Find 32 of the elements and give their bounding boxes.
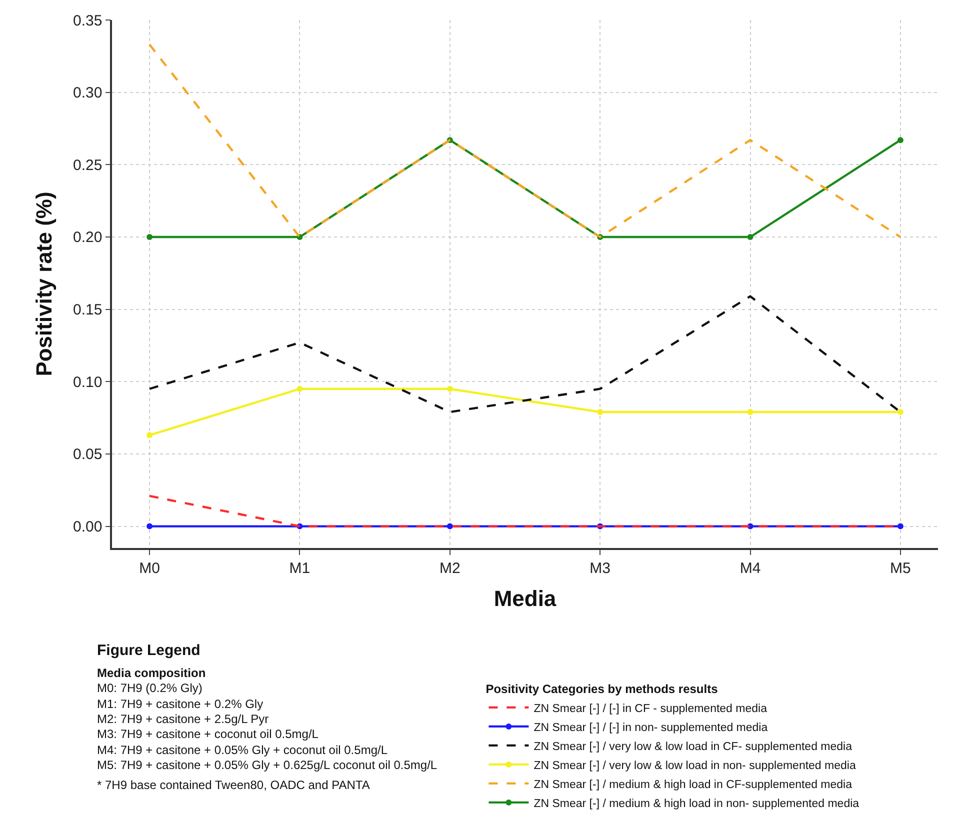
x-tick-label: M0 — [139, 560, 160, 577]
text: M2: 7H9 + casitone + 2.5g/L Pyr — [97, 712, 269, 726]
legend-label: ZN Smear [-] / very low & low load in non- supplemented media — [534, 760, 856, 772]
x-tick-label: M4 — [740, 560, 761, 577]
legend-label: ZN Smear [-] / medium & high load in non- supplemented media — [534, 798, 860, 810]
x-tick-label: M5 — [890, 560, 911, 577]
x-tick-label: M1 — [289, 560, 310, 577]
y-tick-label: 0.15 — [73, 302, 102, 319]
text: M5: 7H9 + casitone + 0.05% Gly + 0.625g/L coconut oil 0.5mg/L — [97, 758, 438, 772]
legend-label: ZN Smear [-] / very low & low load in CF- supplemented media — [534, 740, 853, 753]
legend-title: Positivity Categories by methods results — [486, 682, 718, 696]
text: Media composition — [97, 666, 206, 680]
x-axis-title: Media — [494, 586, 557, 612]
text: * 7H9 base contained Tween80, OADC and PANTA — [97, 778, 370, 792]
legend-label: ZN Smear [-] / [-] in non- supplemented media — [534, 722, 768, 734]
x-tick-label: M2 — [439, 560, 460, 577]
x-tick-label: M3 — [590, 560, 611, 577]
y-tick-label: 0.35 — [73, 12, 102, 30]
text: M0: 7H9 (0.2% Gly) — [97, 681, 202, 695]
text: M3: 7H9 + casitone + coconut oil 0.5mg/L — [97, 727, 319, 741]
y-tick-label: 0.30 — [73, 84, 102, 102]
text: M1: 7H9 + casitone + 0.2% Gly — [97, 697, 264, 711]
y-tick-label: 0.00 — [73, 518, 102, 536]
y-tick-label: 0.05 — [73, 446, 102, 464]
text: Figure Legend — [97, 642, 200, 659]
text: M4: 7H9 + casitone + 0.05% Gly + coconut oil 0.5mg/L — [97, 743, 388, 757]
legend-label: ZN Smear [-] / [-] in CF - supplemented media — [534, 702, 768, 715]
y-axis-title: Positivity rate (%) — [31, 192, 56, 376]
y-tick-label: 0.20 — [73, 229, 102, 246]
y-tick-label: 0.25 — [73, 156, 102, 174]
legend-label: ZN Smear [-] / medium & high load in CF-supplemented media — [534, 778, 853, 791]
y-tick-label: 0.10 — [73, 374, 102, 391]
